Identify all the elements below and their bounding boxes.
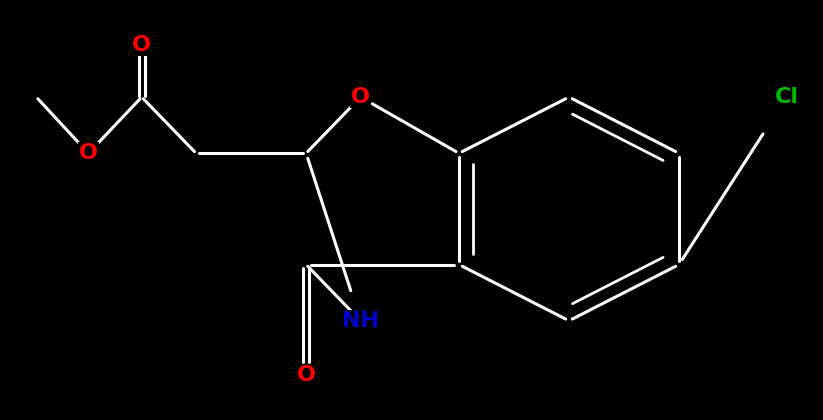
Text: O: O: [296, 365, 316, 385]
Text: Cl: Cl: [774, 87, 798, 107]
Text: NH: NH: [342, 311, 379, 331]
Text: O: O: [351, 87, 370, 107]
Text: O: O: [79, 143, 98, 163]
Text: O: O: [133, 35, 151, 55]
